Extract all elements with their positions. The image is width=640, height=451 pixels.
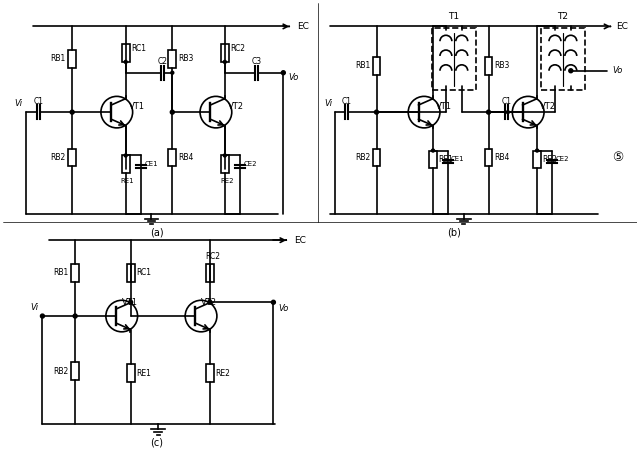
Text: RB2: RB2: [355, 153, 371, 162]
Text: RB2: RB2: [51, 153, 66, 162]
Text: RB4: RB4: [495, 153, 510, 162]
Bar: [372, 57, 380, 75]
Circle shape: [536, 149, 539, 152]
Text: RC1: RC1: [131, 44, 146, 53]
Text: RC1: RC1: [136, 268, 151, 277]
Bar: [206, 264, 214, 281]
Circle shape: [569, 69, 573, 73]
Text: Vo: Vo: [612, 66, 623, 75]
Text: RC2: RC2: [230, 44, 245, 53]
Bar: [71, 264, 79, 281]
Circle shape: [208, 300, 212, 304]
Text: (a): (a): [150, 227, 164, 237]
Circle shape: [129, 300, 132, 304]
Bar: [429, 151, 437, 168]
Text: RB1: RB1: [51, 55, 66, 64]
Circle shape: [170, 110, 174, 114]
Bar: [206, 364, 214, 382]
Bar: [71, 362, 79, 380]
Text: C1: C1: [342, 97, 352, 106]
Text: C1: C1: [33, 97, 44, 106]
Circle shape: [70, 110, 74, 114]
Circle shape: [40, 314, 44, 318]
Text: VT2: VT2: [540, 102, 556, 110]
Bar: [127, 364, 134, 382]
Bar: [122, 44, 130, 62]
Bar: [541, 28, 585, 91]
Circle shape: [506, 110, 509, 114]
Bar: [484, 148, 493, 166]
Bar: [432, 28, 476, 91]
Text: Vi: Vi: [31, 303, 38, 312]
Text: RB4: RB4: [179, 153, 194, 162]
Bar: [221, 44, 228, 62]
Text: Vo: Vo: [288, 73, 298, 82]
Circle shape: [282, 71, 285, 75]
Text: ⑤: ⑤: [612, 151, 623, 164]
Text: RC2: RC2: [205, 253, 220, 262]
Text: (b): (b): [447, 227, 461, 237]
Circle shape: [431, 149, 435, 152]
Circle shape: [223, 60, 227, 63]
Bar: [221, 156, 228, 173]
Text: RB3: RB3: [495, 61, 510, 70]
Text: RB1: RB1: [54, 268, 69, 277]
Bar: [372, 148, 380, 166]
Text: CE2: CE2: [555, 156, 568, 162]
Text: VT1: VT1: [436, 102, 452, 110]
Circle shape: [124, 154, 127, 157]
Circle shape: [271, 300, 275, 304]
Text: RB3: RB3: [179, 55, 194, 64]
Text: EC: EC: [616, 22, 628, 31]
Text: RE1: RE1: [136, 368, 151, 377]
Bar: [68, 148, 76, 166]
Circle shape: [374, 110, 378, 114]
Circle shape: [223, 154, 227, 157]
Bar: [168, 148, 176, 166]
Text: C1: C1: [501, 97, 511, 106]
Text: EC: EC: [297, 22, 309, 31]
Text: T1: T1: [448, 12, 460, 21]
Text: RE2: RE2: [216, 368, 230, 377]
Text: CE2: CE2: [244, 161, 257, 167]
Text: VT1: VT1: [122, 298, 138, 307]
Circle shape: [73, 314, 77, 318]
Text: CE1: CE1: [451, 156, 465, 162]
Text: RE1: RE1: [438, 155, 453, 164]
Text: VT2: VT2: [201, 298, 217, 307]
Text: VT2: VT2: [228, 102, 244, 110]
Text: CE1: CE1: [145, 161, 158, 167]
Text: RE1: RE1: [121, 178, 134, 184]
Text: RB1: RB1: [355, 61, 371, 70]
Circle shape: [171, 71, 174, 74]
Text: EC: EC: [294, 236, 306, 245]
Bar: [168, 50, 176, 68]
Text: VT1: VT1: [129, 102, 145, 110]
Text: Vo: Vo: [278, 304, 289, 313]
Bar: [68, 50, 76, 68]
Text: T2: T2: [557, 12, 568, 21]
Circle shape: [124, 60, 127, 63]
Circle shape: [486, 110, 490, 114]
Bar: [122, 156, 130, 173]
Text: C2: C2: [157, 57, 168, 66]
Bar: [127, 264, 134, 281]
Bar: [484, 57, 493, 75]
Text: RE2: RE2: [543, 155, 557, 164]
Text: RB2: RB2: [54, 367, 69, 376]
Text: Vi: Vi: [15, 99, 22, 108]
Text: Vi: Vi: [324, 99, 332, 108]
Text: RE2: RE2: [220, 178, 234, 184]
Text: (c): (c): [150, 437, 163, 447]
Bar: [533, 151, 541, 168]
Text: C3: C3: [252, 57, 262, 66]
